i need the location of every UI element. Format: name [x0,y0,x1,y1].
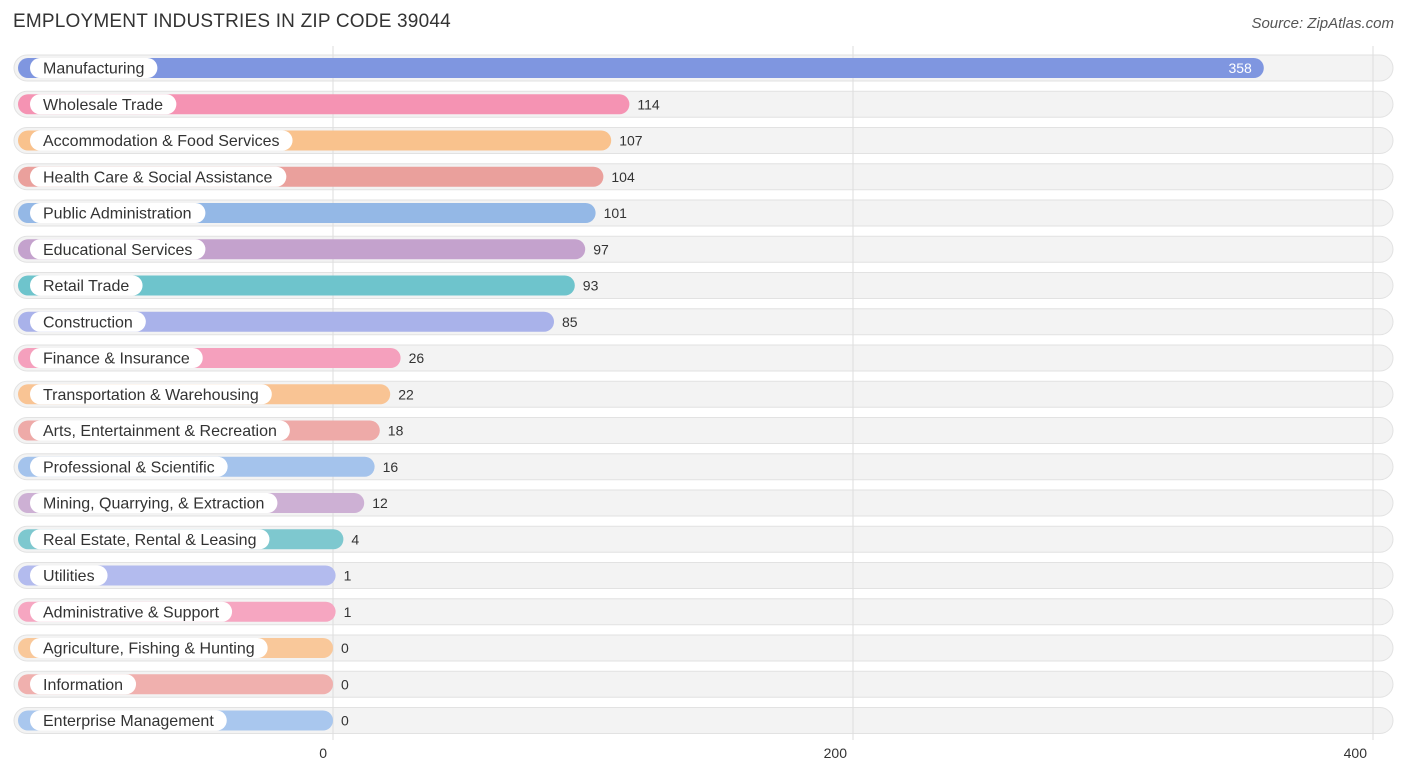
bar-construction [18,311,554,332]
label-pill [30,239,206,260]
label-pill [30,456,228,477]
bar-track [13,562,1394,589]
label-pill [30,710,227,731]
category-label: Utilities [43,568,95,585]
label-pill [30,638,268,658]
bar-manufacturing [18,58,1264,78]
category-label: Wholesale Trade [43,97,163,114]
chart-title: EMPLOYMENT INDUSTRIES IN ZIP CODE 39044 [13,11,451,32]
label-pill [30,529,270,550]
category-label: Enterprise Management [43,713,214,730]
label-pill [30,384,272,405]
value-label: 12 [372,495,388,511]
category-label: Transportation & Warehousing [43,387,259,404]
label-pill [30,58,158,78]
value-label: 97 [593,241,609,257]
value-label: 26 [409,350,425,366]
value-label: 1 [344,568,352,584]
category-label: Construction [43,314,133,331]
bar-track [13,525,1394,553]
x-tick-label: 200 [824,745,848,761]
bar-track [13,707,1394,734]
category-label: Mining, Quarrying, & Extraction [43,496,264,513]
label-pill [30,420,290,441]
value-label: 114 [637,96,660,112]
category-label: Arts, Entertainment & Recreation [43,423,277,440]
value-label: 0 [341,713,349,729]
bar-track [13,634,1394,662]
category-label: Professional & Scientific [43,459,215,476]
label-pill [30,493,278,513]
label-pill [30,348,203,368]
value-label: 22 [398,386,414,402]
label-pill [30,674,137,695]
label-pill [30,275,143,296]
category-label: Health Care & Social Assistance [43,169,273,186]
label-pill [30,130,293,151]
value-label: 104 [611,169,635,185]
category-label: Agriculture, Fishing & Hunting [43,641,255,658]
category-label: Manufacturing [43,61,144,78]
value-label: 0 [341,676,349,692]
value-label: 4 [351,531,359,547]
category-label: Finance & Insurance [43,351,190,368]
label-pill [30,565,108,586]
value-label: 107 [619,133,643,149]
x-tick-label: 0 [319,745,327,761]
category-label: Accommodation & Food Services [43,133,280,150]
bar-track [13,670,1394,698]
category-label: Educational Services [43,242,192,259]
bar-track [13,598,1394,626]
label-pill [30,601,233,622]
category-label: Information [43,677,123,694]
value-label: 0 [341,640,349,656]
value-label: 85 [562,314,578,330]
category-label: Administrative & Support [43,604,220,621]
x-tick-label: 400 [1344,745,1368,761]
label-pill [30,311,146,332]
label-pill [30,203,206,223]
value-label: 358 [1228,60,1252,76]
value-label: 101 [604,205,628,221]
value-label: 1 [344,604,352,620]
category-label: Public Administration [43,206,192,223]
label-pill [30,166,287,187]
bar-retail-trade [18,275,575,296]
value-label: 93 [583,278,599,294]
category-label: Retail Trade [43,278,129,295]
category-label: Real Estate, Rental & Leasing [43,532,256,549]
chart-source: Source: ZipAtlas.com [1251,15,1394,32]
value-label: 18 [388,423,404,439]
value-label: 16 [383,459,399,475]
label-pill [30,94,177,115]
